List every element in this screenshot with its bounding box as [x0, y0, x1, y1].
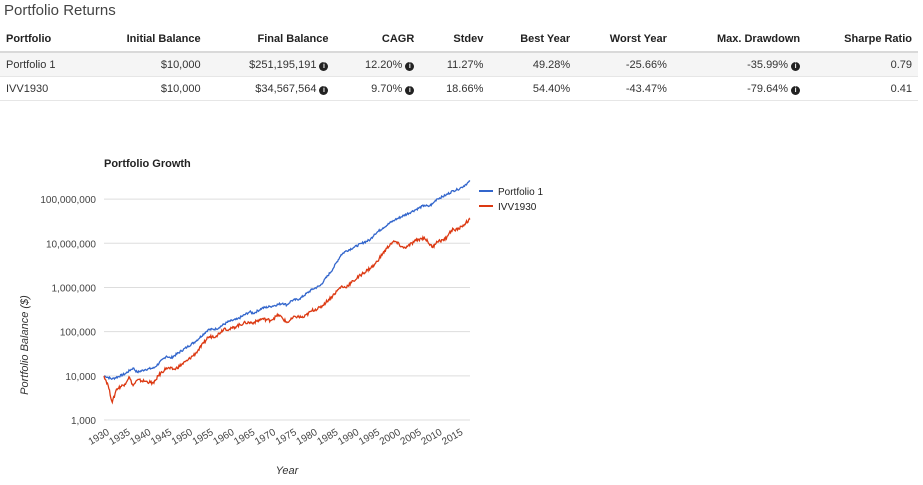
portfolio-returns-table: Portfolio Initial Balance Final Balance … [0, 28, 918, 101]
chart-axes: 1,000 10,000 100,000 1,000,000 10,000,000 100… [40, 195, 465, 448]
column-header-stdev[interactable]: Stdev [420, 28, 490, 53]
cagr-value: 12.20% [365, 58, 403, 71]
cell-worst-year: -43.47% [576, 76, 673, 101]
series-line-ivv1930 [103, 217, 471, 405]
max-drawdown-value: -79.64% [747, 82, 789, 95]
column-header-initial-balance[interactable]: Initial Balance [86, 28, 207, 53]
x-tick-label: 2015 [440, 427, 465, 448]
legend-label: IVV1930 [498, 202, 537, 213]
cell-sharpe-ratio: 0.79 [806, 52, 918, 77]
cell-cagr: 12.20% i [334, 52, 421, 77]
cell-max-drawdown: -79.64% i [672, 76, 807, 101]
cell-sharpe-ratio: 0.41 [806, 76, 918, 101]
cell-best-year: 49.28% [489, 52, 577, 77]
info-circle-icon[interactable]: i [319, 61, 329, 71]
chart-legend: Portfolio 1 IVV1930 [479, 187, 543, 213]
column-header-best-year[interactable]: Best Year [489, 28, 577, 53]
final-balance-value: $34,567,564 [255, 82, 317, 95]
cell-initial-balance: $10,000 [86, 76, 207, 101]
cell-final-balance: $34,567,564 i [206, 76, 335, 101]
column-header-portfolio[interactable]: Portfolio [0, 28, 87, 53]
chart-title: Portfolio Growth [104, 158, 191, 170]
info-circle-icon[interactable]: i [791, 85, 801, 95]
table-row: IVV1930 $10,000 $34,567,564 i 9.70% i 18.6… [0, 76, 918, 101]
portfolio-growth-chart: Portfolio Growth 1,00010,000100,0001,000… [19, 158, 543, 477]
cell-initial-balance: $10,000 [86, 52, 207, 77]
cell-cagr: 9.70% i [334, 76, 421, 101]
chart-series [103, 179, 471, 405]
cell-portfolio: Portfolio 1 [0, 52, 87, 77]
info-circle-icon[interactable]: i [791, 61, 801, 71]
max-drawdown-value: -35.99% [747, 58, 789, 71]
column-header-max-drawdown[interactable]: Max. Drawdown [672, 28, 807, 53]
table-row: Portfolio 1 $10,000 $251,195,191 i 12.20%… [0, 52, 918, 77]
section-title: Portfolio Returns [4, 2, 116, 19]
x-axis-label: Year [276, 465, 300, 477]
column-header-final-balance[interactable]: Final Balance [206, 28, 335, 53]
info-circle-icon[interactable]: i [405, 85, 415, 95]
cell-stdev: 11.27% [420, 52, 490, 77]
y-tick-label: 1,000 [71, 416, 96, 427]
cell-best-year: 54.40% [489, 76, 577, 101]
column-header-sharpe-ratio[interactable]: Sharpe Ratio [806, 28, 918, 53]
legend-label: Portfolio 1 [498, 187, 543, 198]
y-tick-label: 10,000,000 [46, 239, 96, 250]
table-header-row: Portfolio Initial Balance Final Balance … [0, 28, 918, 53]
cagr-value: 9.70% [371, 82, 403, 95]
series-line-portfolio-1 [103, 179, 471, 381]
cell-max-drawdown: -35.99% i [672, 52, 807, 77]
y-tick-label: 10,000 [65, 372, 96, 383]
cell-final-balance: $251,195,191 i [206, 52, 335, 77]
y-tick-label: 100,000 [60, 328, 97, 339]
column-header-cagr[interactable]: CAGR [334, 28, 421, 53]
cell-worst-year: -25.66% [576, 52, 673, 77]
info-circle-icon[interactable]: i [319, 85, 329, 95]
y-tick-label: 100,000,000 [40, 195, 96, 206]
final-balance-value: $251,195,191 [249, 58, 317, 71]
cell-portfolio: IVV1930 [0, 76, 87, 101]
y-tick-label: 1,000,000 [52, 283, 97, 294]
y-axis-label: Portfolio Balance ($) [19, 295, 31, 395]
cell-stdev: 18.66% [420, 76, 490, 101]
chart-grid [104, 198, 470, 421]
column-header-worst-year[interactable]: Worst Year [576, 28, 673, 53]
info-circle-icon[interactable]: i [405, 61, 415, 71]
